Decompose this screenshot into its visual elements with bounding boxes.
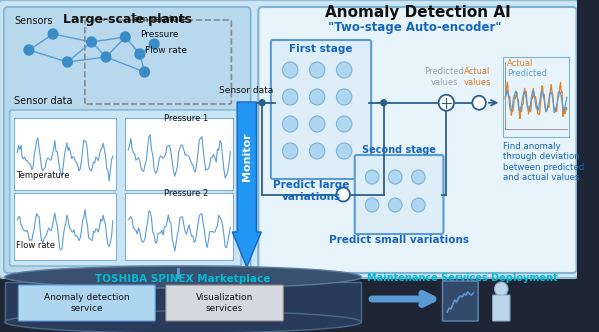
Text: First stage: First stage [289,44,353,54]
Circle shape [412,170,425,184]
Circle shape [310,62,325,78]
Circle shape [283,89,298,105]
FancyBboxPatch shape [443,281,478,321]
Circle shape [337,143,352,159]
FancyBboxPatch shape [258,7,576,273]
Circle shape [87,37,96,47]
Circle shape [365,170,379,184]
Text: "Two-stage Auto-encoder": "Two-stage Auto-encoder" [328,21,501,34]
Text: Sensors: Sensors [14,16,53,26]
Text: Flow rate: Flow rate [144,46,187,55]
Circle shape [381,100,386,106]
FancyBboxPatch shape [19,285,155,321]
Text: TOSHIBA SPINEX Marketplace: TOSHIBA SPINEX Marketplace [95,274,271,284]
Circle shape [310,116,325,132]
Text: Large-scale plants: Large-scale plants [63,13,192,26]
Circle shape [259,100,265,106]
Circle shape [412,198,425,212]
FancyBboxPatch shape [4,7,250,273]
Text: Anomaly Detection AI: Anomaly Detection AI [325,5,510,20]
Text: Temperature: Temperature [130,15,187,24]
Bar [125,193,233,260]
Bar [0,270,577,332]
Circle shape [495,282,508,296]
Circle shape [24,45,34,55]
Ellipse shape [5,311,361,332]
Circle shape [310,143,325,159]
Circle shape [101,52,111,62]
Bar [5,282,361,322]
Circle shape [438,95,454,111]
Circle shape [310,89,325,105]
FancyBboxPatch shape [85,20,231,104]
Circle shape [389,198,402,212]
Text: Pressure: Pressure [140,30,179,39]
Text: Actual: Actual [507,59,534,68]
Bar [14,193,116,260]
Circle shape [389,170,402,184]
Text: Anomaly detection
service: Anomaly detection service [44,293,129,313]
Circle shape [337,89,352,105]
Text: Pressure 2: Pressure 2 [164,189,208,198]
Text: Monitor: Monitor [242,133,252,181]
Circle shape [337,62,352,78]
Text: Visualization
services: Visualization services [196,293,253,313]
Text: Flow rate: Flow rate [16,241,55,250]
Circle shape [149,39,159,49]
Circle shape [140,67,149,77]
FancyBboxPatch shape [166,285,283,321]
Ellipse shape [5,266,361,288]
Text: Predicted
values: Predicted values [425,67,464,87]
FancyBboxPatch shape [0,0,579,278]
Circle shape [283,116,298,132]
Text: Predict large
variations: Predict large variations [273,180,350,202]
Bar [503,57,568,137]
FancyBboxPatch shape [492,295,510,321]
Circle shape [63,57,72,67]
Text: Second stage: Second stage [362,145,436,155]
Circle shape [473,96,486,110]
Text: Temperature: Temperature [16,171,70,180]
Circle shape [337,188,350,202]
FancyArrow shape [232,102,261,267]
Text: Find anomaly
through deviation
between predicted
and actual values.: Find anomaly through deviation between p… [503,142,585,182]
Circle shape [135,49,144,59]
Circle shape [48,29,58,39]
Text: Maintenance Services Deployment: Maintenance Services Deployment [367,273,558,283]
Text: Actual
values: Actual values [464,67,491,87]
Circle shape [283,143,298,159]
Text: Predict small variations: Predict small variations [329,235,469,245]
Bar [14,118,116,190]
FancyBboxPatch shape [10,110,241,266]
Text: Pressure 1: Pressure 1 [164,114,208,123]
Circle shape [337,116,352,132]
Circle shape [283,62,298,78]
FancyBboxPatch shape [355,155,443,234]
Circle shape [365,198,379,212]
FancyBboxPatch shape [271,40,371,179]
Bar [125,118,233,190]
Text: Predicted: Predicted [507,69,547,78]
Text: Sensor data: Sensor data [14,96,73,106]
Text: Sensor data: Sensor data [219,86,273,95]
Circle shape [120,32,130,42]
